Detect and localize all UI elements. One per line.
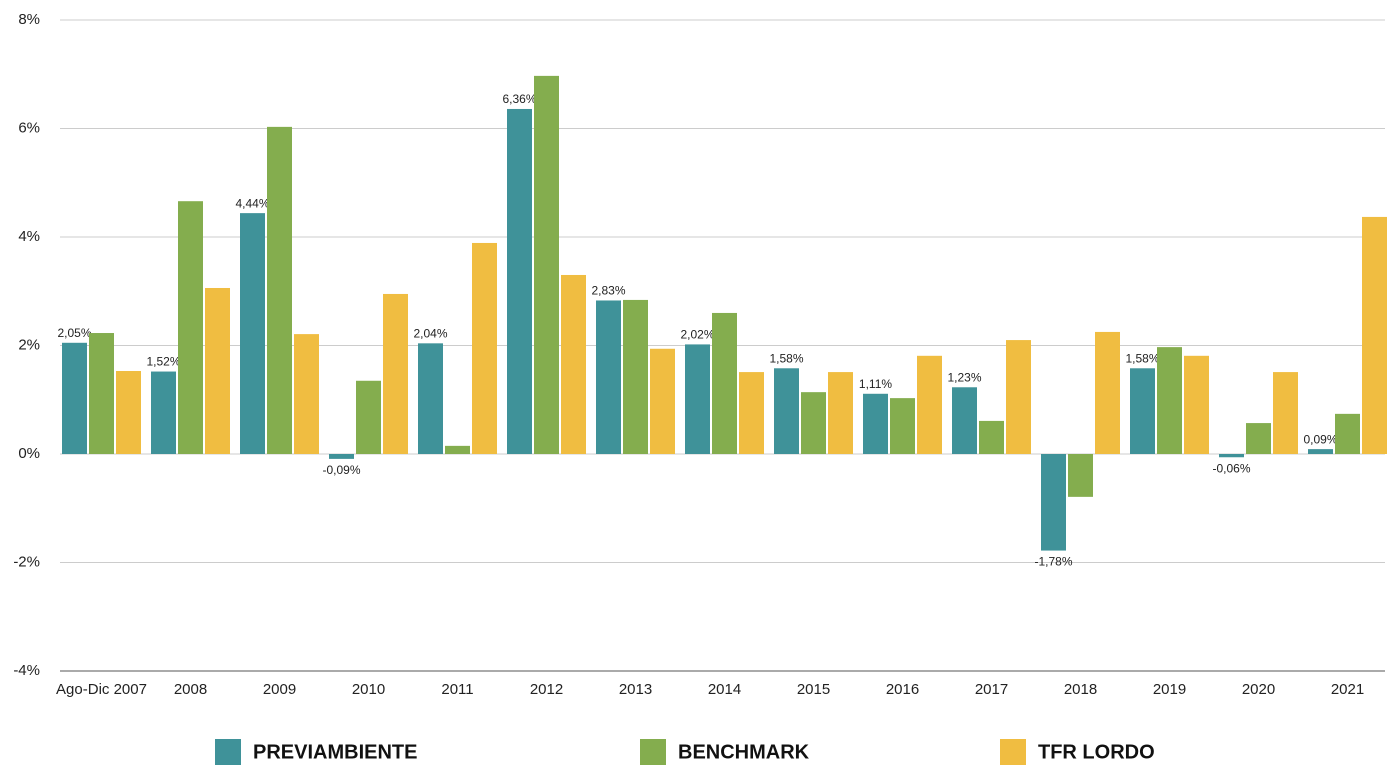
data-label: 4,44% <box>235 196 269 210</box>
bar <box>62 342 87 454</box>
bar <box>1095 331 1120 454</box>
y-tick-label: 0% <box>18 445 40 462</box>
x-tick-label: 2015 <box>797 681 830 698</box>
bar <box>917 355 942 454</box>
data-label: 1,11% <box>859 377 892 391</box>
bar <box>979 420 1004 454</box>
data-label: 0,09% <box>1303 432 1337 446</box>
x-tick-label: 2014 <box>708 681 741 698</box>
bar <box>472 242 497 454</box>
bar <box>178 201 203 454</box>
bar <box>445 445 470 454</box>
bar <box>1041 454 1066 551</box>
bar <box>116 370 141 454</box>
legend-swatch <box>640 739 666 765</box>
bar <box>801 392 826 454</box>
x-tick-label: 2021 <box>1331 681 1364 698</box>
bar <box>561 274 586 454</box>
data-label: -1,78% <box>1034 555 1072 569</box>
x-tick-label: Ago-Dic 2007 <box>56 681 147 698</box>
bar <box>534 75 559 454</box>
data-label: 1,58% <box>1125 351 1159 365</box>
legend-swatch <box>215 739 241 765</box>
x-tick-label: 2020 <box>1242 681 1275 698</box>
y-tick-label: 2% <box>18 336 40 353</box>
y-tick-label: 6% <box>18 119 40 136</box>
x-tick-label: 2011 <box>441 681 473 698</box>
bar <box>1335 413 1360 454</box>
bar <box>712 312 737 454</box>
bar <box>890 398 915 454</box>
bar <box>623 299 648 454</box>
bar <box>828 372 853 454</box>
x-tick-label: 2019 <box>1153 681 1186 698</box>
data-label: 6,36% <box>502 92 536 106</box>
bar <box>294 334 319 454</box>
bar <box>383 293 408 454</box>
legend-swatch <box>1000 739 1026 765</box>
x-tick-label: 2013 <box>619 681 652 698</box>
bar <box>1157 347 1182 454</box>
data-label: -0,09% <box>322 463 360 477</box>
bar <box>596 300 621 454</box>
y-tick-label: 8% <box>18 11 40 28</box>
bar <box>151 371 176 454</box>
bar <box>1068 454 1093 497</box>
data-label: 1,58% <box>769 351 803 365</box>
bar <box>507 108 532 454</box>
x-tick-label: 2012 <box>530 681 563 698</box>
bar <box>685 344 710 454</box>
data-label: 2,83% <box>591 284 625 298</box>
bar <box>418 343 443 454</box>
bar <box>863 393 888 454</box>
bar <box>774 368 799 454</box>
x-tick-label: 2010 <box>352 681 385 698</box>
bar <box>1362 216 1387 454</box>
data-label: 1,52% <box>146 355 180 369</box>
bar <box>1219 454 1244 458</box>
x-tick-label: 2016 <box>886 681 919 698</box>
legend-label: BENCHMARK <box>678 741 810 763</box>
data-label: -0,06% <box>1212 461 1250 475</box>
bar <box>329 454 354 459</box>
data-label: 2,02% <box>680 328 714 342</box>
bar <box>1246 423 1271 454</box>
y-tick-label: 4% <box>18 228 40 245</box>
bar <box>1273 372 1298 454</box>
bar <box>267 126 292 454</box>
x-tick-label: 2008 <box>174 681 207 698</box>
x-tick-label: 2018 <box>1064 681 1097 698</box>
bar <box>1130 368 1155 454</box>
x-tick-label: 2017 <box>975 681 1008 698</box>
y-tick-label: -2% <box>13 553 40 570</box>
legend-label: PREVIAMBIENTE <box>253 741 417 763</box>
bar <box>952 387 977 454</box>
data-label: 2,05% <box>57 326 91 340</box>
bar <box>1184 355 1209 454</box>
bar <box>739 372 764 454</box>
bar <box>1006 340 1031 454</box>
x-tick-label: 2009 <box>263 681 296 698</box>
data-label: 2,04% <box>413 327 447 341</box>
bar <box>240 213 265 454</box>
bar <box>650 348 675 454</box>
legend-label: TFR LORDO <box>1038 741 1155 763</box>
data-label: 1,23% <box>947 370 981 384</box>
y-tick-label: -4% <box>13 662 40 679</box>
bar <box>356 380 381 454</box>
bar <box>1308 449 1333 454</box>
bar <box>205 287 230 454</box>
bar <box>89 333 114 454</box>
